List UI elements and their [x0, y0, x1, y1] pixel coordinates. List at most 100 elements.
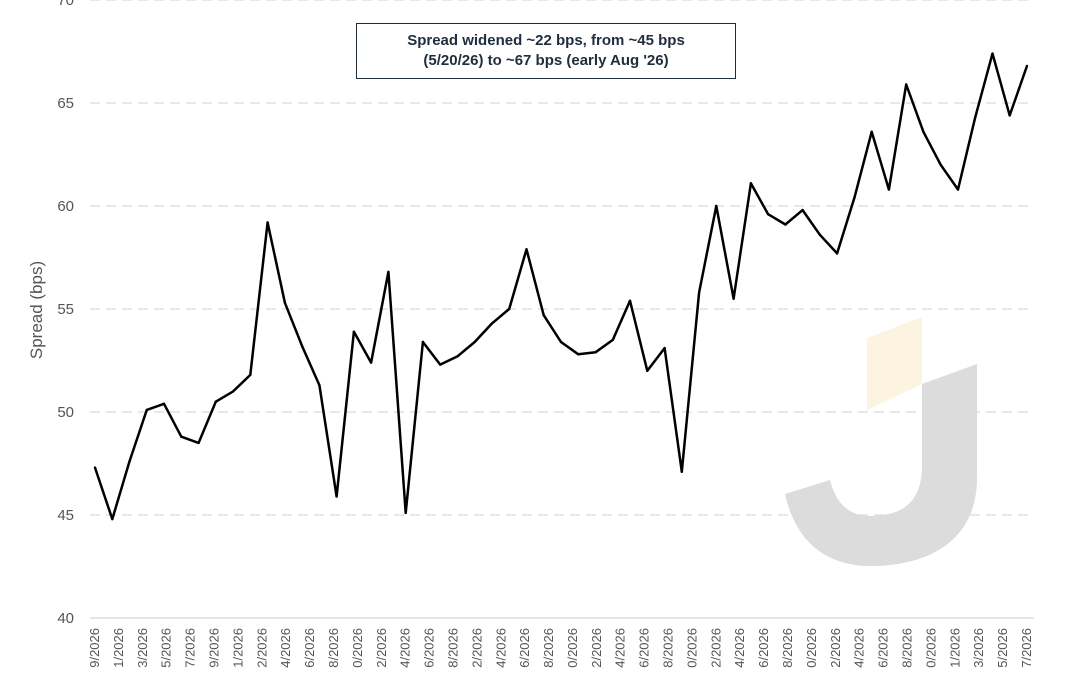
x-tick-label: 1/2026 — [111, 628, 126, 668]
data-point — [680, 470, 683, 473]
data-point — [870, 130, 873, 133]
data-point — [956, 188, 960, 191]
data-point — [939, 163, 942, 166]
x-tick-label: 0/2026 — [684, 628, 699, 668]
y-tick-label: 50 — [57, 404, 74, 421]
data-point — [525, 248, 528, 251]
x-tick-label: 0/2026 — [923, 628, 938, 668]
data-point — [369, 361, 373, 364]
y-tick-label: 70 — [57, 0, 74, 9]
series-group — [93, 52, 1029, 521]
x-tick-label: 6/2026 — [637, 628, 652, 668]
data-point — [456, 355, 459, 358]
x-tick-label: 0/2026 — [565, 628, 580, 668]
x-tick-label: 0/2026 — [804, 628, 819, 668]
y-tick-label: 40 — [57, 610, 74, 627]
data-point — [749, 182, 753, 185]
x-tick-label: 7/2026 — [183, 628, 198, 668]
y-tick-label: 55 — [57, 301, 74, 318]
watermark-accent — [867, 317, 922, 410]
x-tick-label: 7/2026 — [1019, 628, 1034, 668]
data-point — [490, 322, 494, 325]
data-point — [231, 390, 235, 393]
data-point — [335, 495, 338, 498]
x-tick-label: 4/2026 — [398, 628, 413, 668]
x-axis-ticks: 9/2026 1/2026 3/2026 5/2026 7/2026 9/2026 1/20… — [87, 628, 1034, 668]
x-tick-label: 0/2026 — [350, 628, 365, 668]
data-point — [283, 301, 287, 304]
data-point — [214, 400, 217, 403]
annotation-line-2: (5/20/26) to ~67 bps (early Aug '26) — [423, 52, 669, 69]
series-line — [93, 52, 1029, 521]
data-point — [922, 130, 925, 133]
x-tick-label: 6/2026 — [756, 628, 771, 668]
data-point — [266, 221, 269, 224]
x-tick-label: 2/2026 — [708, 628, 723, 668]
x-tick-label: 3/2026 — [135, 628, 150, 668]
x-tick-label: 5/2026 — [995, 628, 1010, 668]
data-point — [801, 208, 804, 212]
data-point — [715, 204, 718, 208]
x-tick-label: 8/2026 — [445, 628, 460, 668]
y-tick-label: 65 — [57, 95, 74, 112]
x-tick-label: 6/2026 — [517, 628, 532, 668]
x-tick-label: 4/2026 — [278, 628, 293, 668]
x-tick-label: 8/2026 — [661, 628, 676, 668]
data-point — [111, 517, 114, 521]
data-point — [732, 297, 735, 300]
x-tick-label: 4/2026 — [732, 628, 747, 668]
x-tick-label: 8/2026 — [541, 628, 556, 668]
x-tick-label: 4/2026 — [493, 628, 508, 668]
x-tick-label: 8/2026 — [326, 628, 341, 668]
data-point — [853, 196, 856, 199]
x-tick-label: 9/2026 — [87, 628, 102, 668]
x-tick-label: 1/2026 — [230, 628, 245, 668]
data-point — [249, 373, 252, 377]
x-tick-label: 2/2026 — [254, 628, 269, 668]
x-tick-label: 6/2026 — [876, 628, 891, 668]
data-point — [508, 307, 511, 311]
data-point — [628, 299, 632, 302]
x-tick-label: 2/2026 — [374, 628, 389, 668]
data-point — [974, 116, 977, 119]
data-point — [818, 233, 822, 236]
data-point — [197, 441, 200, 445]
x-tick-label: 6/2026 — [302, 628, 317, 668]
data-point — [577, 353, 580, 356]
annotation-box: Spread widened ~22 bps, from ~45 bps (5/… — [356, 23, 736, 79]
data-point — [93, 466, 97, 469]
data-point — [697, 291, 701, 294]
x-tick-label: 6/2026 — [422, 628, 437, 668]
y-axis-label: Spread (bps) — [27, 261, 46, 359]
x-tick-label: 4/2026 — [852, 628, 867, 668]
data-point — [1008, 114, 1011, 117]
annotation-line-1: Spread widened ~22 bps, from ~45 bps — [407, 32, 685, 49]
data-point — [180, 435, 183, 438]
data-point — [646, 369, 649, 372]
data-point — [352, 330, 356, 333]
data-point — [145, 408, 148, 412]
data-point — [162, 402, 166, 405]
x-tick-label: 8/2026 — [900, 628, 915, 668]
data-point — [905, 83, 908, 86]
y-tick-label: 45 — [57, 507, 74, 524]
data-point — [473, 340, 476, 344]
x-tick-label: 9/2026 — [206, 628, 221, 668]
x-tick-label: 4/2026 — [613, 628, 628, 668]
data-point — [439, 363, 442, 366]
data-point — [300, 344, 304, 348]
data-point — [663, 346, 666, 350]
x-tick-label: 8/2026 — [780, 628, 795, 668]
gridlines — [90, 0, 1034, 516]
x-tick-label: 1/2026 — [947, 628, 962, 668]
data-point — [318, 384, 321, 387]
data-point — [128, 460, 131, 463]
x-tick-label: 5/2026 — [159, 628, 174, 668]
data-point — [404, 511, 407, 515]
data-point — [421, 340, 425, 344]
data-point — [542, 314, 545, 317]
x-tick-label: 2/2026 — [589, 628, 604, 668]
data-point — [559, 340, 563, 344]
data-point — [784, 223, 787, 226]
